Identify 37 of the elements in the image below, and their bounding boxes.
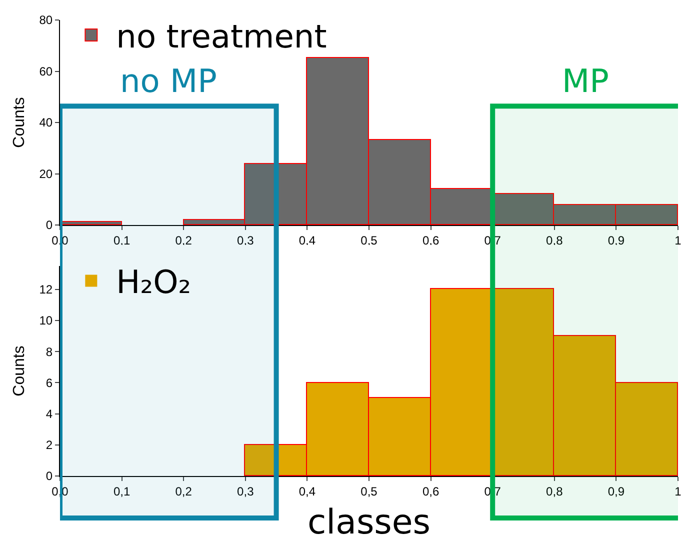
y-tick-label: 20: [39, 166, 53, 181]
x-tick-label: 0,4: [298, 484, 316, 498]
y-axis-title: Counts: [11, 97, 28, 148]
band-label: MP: [562, 62, 609, 100]
y-axis-title: Counts: [11, 346, 28, 396]
y-tick-label: 0: [46, 218, 53, 232]
legend-label: no treatment: [116, 17, 327, 56]
x-tick-label: 0,3: [237, 233, 254, 248]
x-tick-label: 0,2: [175, 484, 192, 498]
y-tick-label: 60: [39, 64, 53, 78]
band-label: no MP: [120, 62, 217, 100]
legend-label: H₂O₂: [116, 263, 192, 302]
x-tick-label: 0,8: [546, 484, 564, 498]
x-tick-label: 0,1: [113, 233, 130, 248]
x-tick-label: 0,8: [546, 233, 564, 248]
y-tick-label: 6: [46, 376, 53, 390]
x-tick-label: 0,5: [360, 484, 378, 498]
y-tick-label: 8: [46, 344, 53, 359]
x-tick-label: 0,2: [175, 233, 192, 248]
x-tick-label: 0,5: [360, 233, 378, 248]
y-tick-label: 4: [46, 406, 53, 421]
y-tick-label: 2: [46, 438, 53, 452]
x-axis-title: classes: [307, 502, 431, 543]
x-tick-label: 0,1: [113, 484, 130, 498]
y-tick-label: 10: [39, 314, 53, 328]
x-tick-label: 1: [674, 484, 682, 498]
x-tick-label: 1: [674, 233, 682, 248]
y-tick-label: 40: [39, 116, 53, 130]
y-tick-label: 0: [46, 469, 53, 484]
x-tick-label: 0,6: [422, 233, 440, 248]
x-tick-label: 0,3: [237, 484, 254, 498]
x-tick-label: 0,6: [422, 484, 440, 498]
x-tick-label: 0,4: [298, 233, 316, 248]
y-tick-label: 12: [39, 282, 53, 297]
y-tick-label: 80: [39, 13, 53, 28]
x-tick-label: 0,9: [608, 233, 625, 248]
x-tick-label: 0,9: [608, 484, 625, 498]
